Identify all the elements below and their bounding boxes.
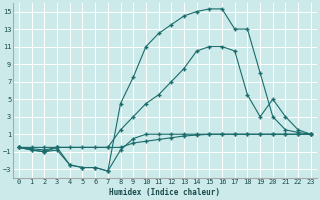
X-axis label: Humidex (Indice chaleur): Humidex (Indice chaleur) — [109, 188, 220, 197]
